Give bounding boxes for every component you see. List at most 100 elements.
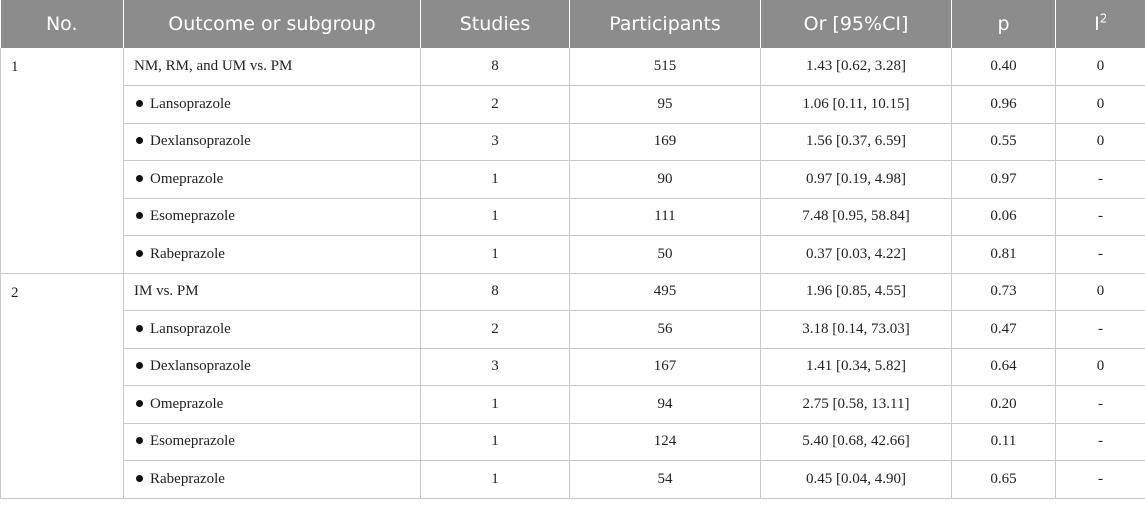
table-row: Lansoprazole 2 95 1.06 [0.11, 10.15] 0.96 0 [1,85,1145,124]
bullet-icon [136,474,143,482]
group-number: 1 [0,48,124,274]
studies-cell: 1 [420,385,570,424]
bullet-icon [136,399,143,407]
studies-cell: 1 [420,198,570,236]
i2-cell: - [1055,423,1145,461]
or-ci-cell: 2.75 [0.58, 13.11] [760,385,952,424]
studies-cell: 2 [420,85,570,124]
i2-cell: 0 [1055,48,1145,86]
table-row: Dexlansoprazole 3 169 1.56 [0.37, 6.59] 0.55… [1,123,1145,161]
p-value-cell: 0.40 [951,48,1056,86]
table-row: Omeprazole 1 94 2.75 [0.58, 13.11] 0.20- [1,385,1145,424]
subgroup-cell: Esomeprazole [123,198,421,236]
subgroup-cell: Omeprazole [123,160,421,199]
studies-cell: 8 [420,48,570,86]
p-value-cell: 0.06 [951,198,1056,236]
subgroup-label: Rabeprazole [150,245,225,262]
participants-cell: 111 [569,198,761,236]
subgroup-cell: Lansoprazole [123,85,421,124]
studies-cell: 1 [420,460,570,499]
results-table: No. Outcome or subgroup Studies Particip… [0,0,1145,499]
studies-cell: 8 [420,273,570,311]
or-ci-cell: 1.56 [0.37, 6.59] [760,123,952,161]
studies-cell: 1 [420,235,570,274]
header-i2: I2 [1055,0,1145,48]
i2-cell: - [1055,235,1145,274]
or-ci-cell: 1.96 [0.85, 4.55] [760,273,952,311]
bullet-icon [136,137,143,145]
subgroup-cell: Dexlansoprazole [123,348,421,386]
p-value-cell: 0.96 [951,85,1056,124]
bullet-icon [136,174,143,182]
or-ci-cell: 3.18 [0.14, 73.03] [760,310,952,349]
table-row: Rabeprazole 1 54 0.45 [0.04, 4.90] 0.65- [1,460,1145,499]
or-ci-cell: 0.97 [0.19, 4.98] [760,160,952,199]
subgroup-label: Omeprazole [150,170,224,187]
studies-cell: 1 [420,160,570,199]
subgroup-label: Dexlansoprazole [150,358,251,375]
i2-cell: - [1055,385,1145,424]
bullet-icon [136,99,143,107]
table-row: Esomeprazole 1 111 7.48 [0.95, 58.84] 0.06- [1,198,1145,236]
header-no: No. [0,0,124,48]
subgroup-label: Esomeprazole [150,433,235,450]
p-value-cell: 0.97 [951,160,1056,199]
p-value-cell: 0.73 [951,273,1056,311]
subgroup-cell: Omeprazole [123,385,421,424]
or-ci-cell: 1.41 [0.34, 5.82] [760,348,952,386]
participants-cell: 169 [569,123,761,161]
header-row: No. Outcome or subgroup Studies Particip… [0,0,1145,48]
i2-cell: 0 [1055,273,1145,311]
bullet-icon [136,324,143,332]
or-ci-cell: 1.06 [0.11, 10.15] [760,85,952,124]
header-p: p [951,0,1056,48]
subgroup-cell: Rabeprazole [123,235,421,274]
participants-cell: 495 [569,273,761,311]
participants-cell: 94 [569,385,761,424]
participants-cell: 167 [569,348,761,386]
bullet-icon [136,362,143,370]
subgroup-label: Lansoprazole [150,95,231,112]
outcome-cell: IM vs. PM [123,273,421,311]
or-ci-cell: 5.40 [0.68, 42.66] [760,423,952,461]
bullet-icon [136,249,143,257]
subgroup-label: Rabeprazole [150,470,225,487]
p-value-cell: 0.47 [951,310,1056,349]
table-body: 1 NM, RM, and UM vs. PM 8 515 1.43 [0.62, 3.… [0,48,1145,499]
i2-cell: - [1055,160,1145,199]
participants-cell: 124 [569,423,761,461]
table-row: 2 IM vs. PM 8 495 1.96 [0.85, 4.55] 0.73 0 [0,273,1145,499]
p-value-cell: 0.20 [951,385,1056,424]
bullet-icon [136,437,143,445]
i2-cell: - [1055,198,1145,236]
table-row: Lansoprazole 2 56 3.18 [0.14, 73.03] 0.47- [1,310,1145,349]
header-subgroup: Outcome or subgroup [123,0,421,48]
participants-cell: 515 [569,48,761,86]
header-i2-sup: 2 [1099,11,1108,26]
subgroup-cell: Esomeprazole [123,423,421,461]
table-row: Esomeprazole 1 124 5.40 [0.68, 42.66] 0.11- [1,423,1145,461]
participants-cell: 54 [569,460,761,499]
p-value-cell: 0.81 [951,235,1056,274]
i2-cell: 0 [1055,123,1145,161]
studies-cell: 3 [420,123,570,161]
subgroup-label: Omeprazole [150,395,224,412]
header-or: Or [95%CI] [760,0,952,48]
i2-cell: - [1055,310,1145,349]
i2-cell: 0 [1055,348,1145,386]
participants-cell: 95 [569,85,761,124]
subgroup-cell: Lansoprazole [123,310,421,349]
p-value-cell: 0.55 [951,123,1056,161]
participants-cell: 56 [569,310,761,349]
bullet-icon [136,212,143,220]
header-studies: Studies [420,0,570,48]
table-row: Omeprazole 1 90 0.97 [0.19, 4.98] 0.97- [1,160,1145,199]
or-ci-cell: 1.43 [0.62, 3.28] [760,48,952,86]
subgroup-cell: Rabeprazole [123,460,421,499]
table-row: Rabeprazole 1 50 0.37 [0.03, 4.22] 0.81- [1,235,1145,274]
p-value-cell: 0.64 [951,348,1056,386]
studies-cell: 2 [420,310,570,349]
table-row: 1 NM, RM, and UM vs. PM 8 515 1.43 [0.62, 3.… [0,48,1145,274]
table-row: Dexlansoprazole 3 167 1.41 [0.34, 5.82] 0.64… [1,348,1145,386]
i2-cell: - [1055,460,1145,499]
